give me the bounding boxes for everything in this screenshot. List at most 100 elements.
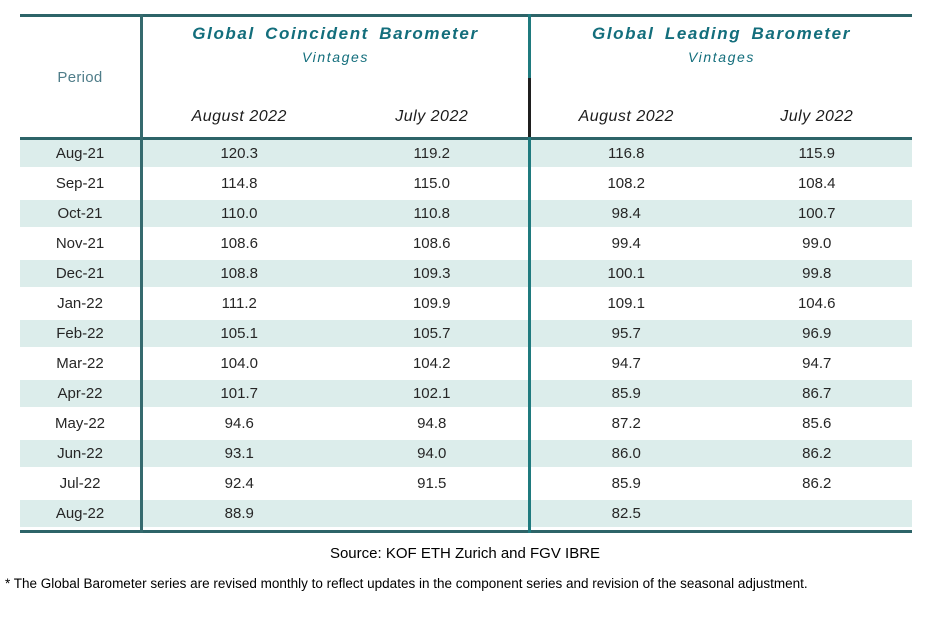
value-cell-coincident-jul: 115.0 (413, 175, 450, 192)
value-cell-coincident-jul: 105.7 (335, 320, 528, 347)
value-cell-coincident-jul: 94.0 (335, 440, 528, 467)
value-cell-coincident-jul: 91.5 (417, 475, 447, 492)
value-cell-leading-jul: 94.7 (802, 355, 832, 372)
value-cell-leading-jul: 96.9 (721, 320, 912, 347)
table-row: Sep-21 114.8 115.0 108.2 108.4 (20, 170, 912, 200)
period-cell: Feb-22 (20, 320, 140, 347)
value-cell-leading-aug: 86.0 (531, 440, 722, 467)
period-cell: Aug-22 (20, 500, 140, 527)
value-cell-leading-aug: 94.7 (611, 355, 641, 372)
section-coincident-header: Global Coincident Barometer Vintages Aug… (143, 17, 528, 137)
value-cell-leading-aug: 99.4 (611, 235, 641, 252)
period-cell: Dec-21 (20, 260, 140, 287)
leading-title: Global Leading Barometer (592, 24, 851, 43)
value-cell-coincident-jul: 110.8 (335, 200, 528, 227)
table-row: Feb-22 105.1 105.7 95.7 96.9 (20, 320, 912, 350)
value-cell-leading-aug: 108.2 (607, 175, 646, 192)
value-cell-leading-jul: 86.2 (721, 440, 912, 467)
table-row: Aug-21 120.3 119.2 116.8 115.9 (20, 140, 912, 170)
value-cell-coincident-aug: 111.2 (221, 295, 257, 312)
table-bottom-border (20, 530, 912, 533)
value-cell-leading-aug: 100.1 (531, 260, 722, 287)
table-row: Aug-22 88.9 82.5 (20, 500, 912, 530)
value-cell-leading-jul: 86.7 (721, 380, 912, 407)
leading-subtitle: Vintages (687, 49, 756, 65)
period-column-header: Period (57, 68, 103, 86)
value-cell-coincident-aug: 88.9 (143, 500, 336, 527)
table-row: May-22 94.6 94.8 87.2 85.6 (20, 410, 912, 440)
period-cell: Jul-22 (59, 475, 101, 492)
leading-august-2022-header: August 2022 (578, 108, 674, 125)
period-cell: May-22 (54, 415, 106, 432)
period-cell: Aug-21 (20, 140, 140, 167)
table-top-border (20, 14, 912, 17)
leading-vintage-columns: August 2022 July 2022 (531, 108, 912, 126)
value-cell-coincident-jul: 109.3 (335, 260, 528, 287)
coincident-vintage-columns: August 2022 July 2022 (143, 108, 528, 126)
period-cell: Apr-22 (20, 380, 140, 407)
value-cell-coincident-aug: 114.8 (221, 175, 258, 192)
section-divider (528, 14, 531, 533)
table-row: Jul-22 92.4 91.5 85.9 86.2 (20, 470, 912, 500)
value-cell-leading-jul: 85.6 (802, 415, 832, 432)
table-row: Mar-22 104.0 104.2 94.7 94.7 (20, 350, 912, 380)
value-cell-coincident-jul: 94.8 (417, 415, 447, 432)
table-row: Jan-22 111.2 109.9 109.1 104.6 (20, 290, 912, 320)
header-separator-border (20, 137, 912, 140)
table-header: Period Global Coincident Barometer Vinta… (20, 17, 912, 137)
value-cell-leading-aug: 116.8 (531, 140, 722, 167)
value-cell-coincident-aug: 94.6 (224, 415, 254, 432)
value-cell-coincident-aug: 92.4 (224, 475, 254, 492)
value-cell-leading-jul: 86.2 (802, 475, 832, 492)
value-cell-coincident-aug: 108.6 (220, 235, 259, 252)
barometer-table: Period Global Coincident Barometer Vinta… (20, 14, 912, 533)
table-row: Oct-21 110.0 110.8 98.4 100.7 (20, 200, 912, 230)
value-cell-leading-aug: 82.5 (531, 500, 722, 527)
value-cell-coincident-aug: 101.7 (143, 380, 336, 407)
table-row: Nov-21 108.6 108.6 99.4 99.0 (20, 230, 912, 260)
value-cell-coincident-aug: 108.8 (143, 260, 336, 287)
value-cell-coincident-aug: 93.1 (143, 440, 336, 467)
value-cell-leading-jul (721, 500, 912, 527)
value-cell-coincident-aug: 104.0 (220, 355, 259, 372)
period-cell: Nov-21 (55, 235, 105, 252)
value-cell-leading-aug: 87.2 (611, 415, 641, 432)
value-cell-coincident-aug: 120.3 (143, 140, 336, 167)
table-row: Dec-21 108.8 109.3 100.1 99.8 (20, 260, 912, 290)
value-cell-coincident-jul (335, 500, 528, 527)
value-cell-leading-jul: 99.0 (802, 235, 832, 252)
value-cell-leading-jul: 99.8 (721, 260, 912, 287)
value-cell-leading-jul: 115.9 (721, 140, 912, 167)
period-cell: Sep-21 (55, 175, 105, 192)
coincident-august-2022-header: August 2022 (191, 108, 287, 125)
period-cell: Mar-22 (56, 355, 104, 372)
leading-july-2022-header: July 2022 (780, 108, 854, 125)
period-column-divider (140, 14, 143, 533)
footnote-line: * The Global Barometer series are revise… (5, 576, 808, 591)
value-cell-leading-jul: 108.4 (797, 175, 836, 192)
period-cell: Jun-22 (20, 440, 140, 467)
value-cell-leading-aug: 85.9 (531, 380, 722, 407)
table-body: Aug-21 120.3 119.2 116.8 115.9 Sep-21 114.8 115… (20, 140, 912, 530)
source-line: Source: KOF ETH Zurich and FGV IBRE (329, 545, 601, 562)
table-row: Jun-22 93.1 94.0 86.0 86.2 (20, 440, 912, 470)
section-leading-header: Global Leading Barometer Vintages August… (531, 17, 912, 137)
value-cell-coincident-jul: 109.9 (412, 295, 451, 312)
value-cell-leading-aug: 98.4 (531, 200, 722, 227)
value-cell-coincident-jul: 102.1 (335, 380, 528, 407)
period-cell: Jan-22 (57, 295, 103, 312)
coincident-title: Global Coincident Barometer (192, 24, 479, 43)
coincident-subtitle: Vintages (301, 49, 370, 65)
value-cell-leading-aug: 85.9 (611, 475, 641, 492)
value-cell-leading-aug: 95.7 (531, 320, 722, 347)
section-divider-dark-segment (528, 78, 531, 137)
coincident-july-2022-header: July 2022 (395, 108, 469, 125)
value-cell-coincident-aug: 105.1 (143, 320, 336, 347)
value-cell-leading-jul: 100.7 (721, 200, 912, 227)
value-cell-leading-aug: 109.1 (607, 295, 646, 312)
table-row: Apr-22 101.7 102.1 85.9 86.7 (20, 380, 912, 410)
value-cell-coincident-jul: 108.6 (412, 235, 451, 252)
period-cell: Oct-21 (20, 200, 140, 227)
value-cell-leading-jul: 104.6 (797, 295, 836, 312)
